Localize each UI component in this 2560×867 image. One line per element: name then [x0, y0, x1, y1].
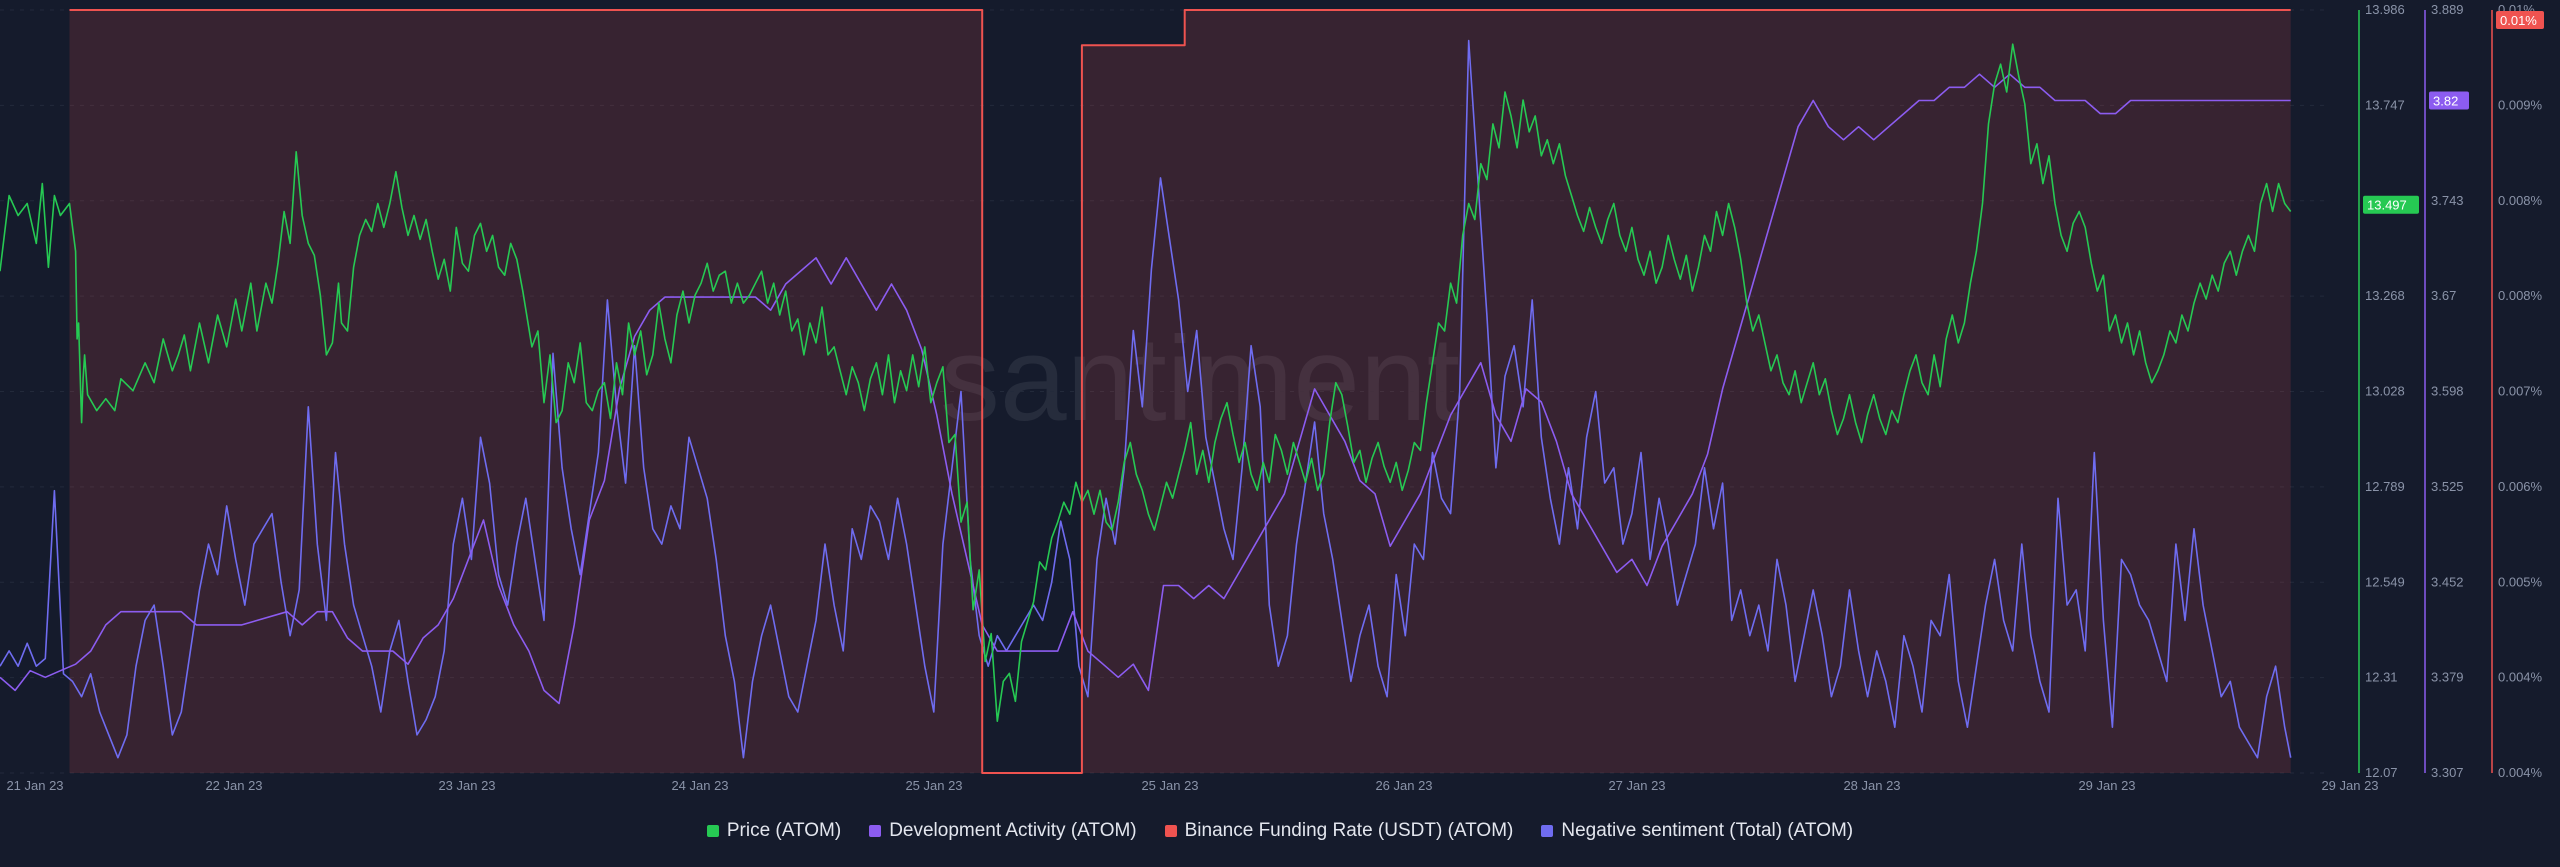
- funding-rate-tick-label: 0.004%: [2498, 670, 2543, 685]
- dev-activity-tick-label: 3.525: [2431, 479, 2464, 494]
- x-tick-label: 28 Jan 23: [1843, 778, 1900, 793]
- dev-activity-tick-label: 3.67: [2431, 288, 2456, 303]
- funding-rate-tick-label: 0.008%: [2498, 288, 2543, 303]
- dev-activity-tick-label: 3.307: [2431, 765, 2464, 780]
- legend-item-dev-activity[interactable]: Development Activity (ATOM): [869, 820, 1137, 842]
- price-current-tag: [2363, 195, 2419, 214]
- x-tick-label: 26 Jan 23: [1375, 778, 1432, 793]
- price-tick-label: 12.789: [2365, 479, 2405, 494]
- funding-rate-tick-label: 0.005%: [2498, 574, 2543, 589]
- funding-rate-line: [69, 9, 2291, 774]
- price-tick-label: 12.07: [2365, 765, 2398, 780]
- funding-rate-tick-label: 0.007%: [2498, 384, 2543, 399]
- funding-rate-tick-label: 0.006%: [2498, 479, 2543, 494]
- price-line: [0, 43, 2292, 722]
- price-tick-label: 12.549: [2365, 574, 2405, 589]
- funding-rate-current-tag: [2496, 11, 2544, 29]
- dev-activity-tick-label: 3.598: [2431, 384, 2464, 399]
- watermark: santiment: [940, 312, 1460, 446]
- price-tick-label: 13.268: [2365, 288, 2405, 303]
- price-tick-label: 13.986: [2365, 2, 2405, 17]
- x-tick-label: 25 Jan 23: [905, 778, 962, 793]
- legend: Price (ATOM) Development Activity (ATOM)…: [0, 820, 2560, 842]
- price-tick-label: 13.747: [2365, 97, 2405, 112]
- x-tick-label: 24 Jan 23: [671, 778, 728, 793]
- dev-activity-tick-label: 3.452: [2431, 574, 2464, 589]
- legend-item-negative-sentiment[interactable]: Negative sentiment (Total) (ATOM): [1541, 820, 1853, 842]
- x-tick-label: 23 Jan 23: [438, 778, 495, 793]
- x-tick-label: 25 Jan 23: [1141, 778, 1198, 793]
- legend-label-funding-rate: Binance Funding Rate (USDT) (ATOM): [1184, 820, 1514, 841]
- legend-swatch-funding-rate: [1164, 825, 1177, 837]
- legend-item-price[interactable]: Price (ATOM): [706, 820, 842, 842]
- price-current-value: 13.497: [2367, 198, 2407, 213]
- x-tick-label: 29 Jan 23: [2321, 778, 2378, 793]
- legend-swatch-dev-activity: [869, 825, 882, 837]
- dev-activity-tick-label: 3.379: [2431, 670, 2464, 685]
- x-tick-label: 29 Jan 23: [2078, 778, 2135, 793]
- dev-activity-line: [0, 73, 2291, 705]
- dev-activity-current-tag: [2429, 91, 2469, 110]
- negative-sentiment-line: [0, 39, 2292, 759]
- funding-rate-current-value: 0.01%: [2500, 13, 2537, 28]
- price-tick-label: 12.31: [2365, 670, 2398, 685]
- dev-activity-current-value: 3.82: [2433, 93, 2458, 108]
- funding-rate-tick-label: 0.004%: [2498, 765, 2543, 780]
- legend-item-funding-rate[interactable]: Binance Funding Rate (USDT) (ATOM): [1164, 820, 1514, 842]
- x-tick-label: 21 Jan 23: [6, 778, 63, 793]
- funding-rate-tick-label: 0.008%: [2498, 193, 2543, 208]
- legend-label-dev-activity: Development Activity (ATOM): [889, 820, 1137, 841]
- legend-swatch-price: [706, 825, 719, 837]
- x-tick-label: 22 Jan 23: [205, 778, 262, 793]
- funding-rate-area: [69, 10, 2291, 773]
- dev-activity-tick-label: 3.889: [2431, 2, 2464, 17]
- dev-activity-tick-label: 3.743: [2431, 193, 2464, 208]
- funding-rate-tick-label: 0.009%: [2498, 97, 2543, 112]
- legend-label-negative-sentiment: Negative sentiment (Total) (ATOM): [1561, 820, 1854, 841]
- legend-label-price: Price (ATOM): [726, 820, 842, 841]
- x-tick-label: 27 Jan 23: [1608, 778, 1665, 793]
- legend-swatch-negative-sentiment: [1541, 825, 1554, 837]
- price-tick-label: 13.028: [2365, 384, 2405, 399]
